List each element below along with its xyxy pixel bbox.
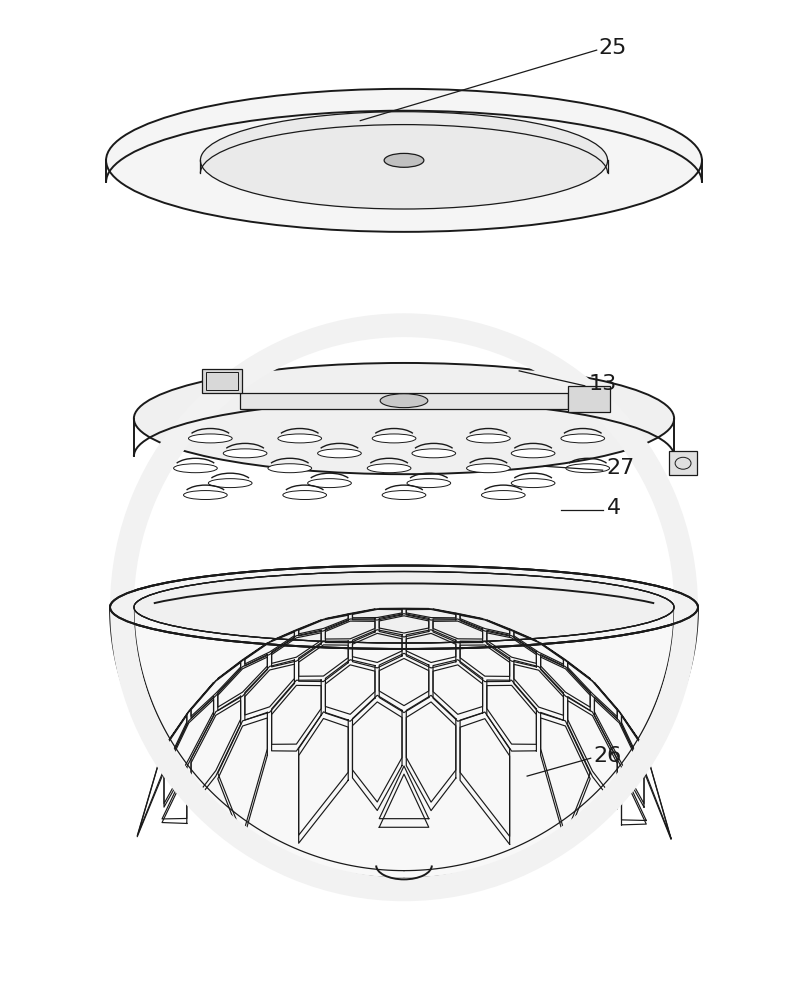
Polygon shape xyxy=(669,451,697,475)
Polygon shape xyxy=(110,607,698,878)
Ellipse shape xyxy=(278,434,322,443)
Ellipse shape xyxy=(283,491,326,500)
Text: 25: 25 xyxy=(599,38,627,58)
Ellipse shape xyxy=(200,112,608,209)
Ellipse shape xyxy=(482,491,525,500)
Polygon shape xyxy=(568,386,609,412)
Ellipse shape xyxy=(382,491,426,500)
Ellipse shape xyxy=(174,464,217,473)
Ellipse shape xyxy=(318,449,361,458)
Ellipse shape xyxy=(466,464,511,473)
Ellipse shape xyxy=(561,434,604,443)
Text: 13: 13 xyxy=(589,374,617,394)
Text: 26: 26 xyxy=(594,746,622,766)
Ellipse shape xyxy=(134,572,674,643)
Ellipse shape xyxy=(110,566,698,649)
Ellipse shape xyxy=(106,89,702,232)
Ellipse shape xyxy=(511,479,555,488)
Ellipse shape xyxy=(407,479,451,488)
Ellipse shape xyxy=(208,479,252,488)
Polygon shape xyxy=(240,393,568,409)
Text: 27: 27 xyxy=(607,458,635,478)
Ellipse shape xyxy=(188,434,232,443)
Ellipse shape xyxy=(566,464,609,473)
Ellipse shape xyxy=(134,363,674,474)
Text: 4: 4 xyxy=(607,498,621,518)
Ellipse shape xyxy=(268,464,312,473)
Polygon shape xyxy=(202,369,242,393)
Wedge shape xyxy=(110,313,698,901)
Ellipse shape xyxy=(368,464,411,473)
Ellipse shape xyxy=(511,449,555,458)
Ellipse shape xyxy=(466,434,511,443)
Ellipse shape xyxy=(183,491,227,500)
Ellipse shape xyxy=(308,479,351,488)
Ellipse shape xyxy=(412,449,456,458)
Ellipse shape xyxy=(381,394,427,408)
Ellipse shape xyxy=(384,153,424,167)
Ellipse shape xyxy=(223,449,267,458)
Ellipse shape xyxy=(372,434,416,443)
